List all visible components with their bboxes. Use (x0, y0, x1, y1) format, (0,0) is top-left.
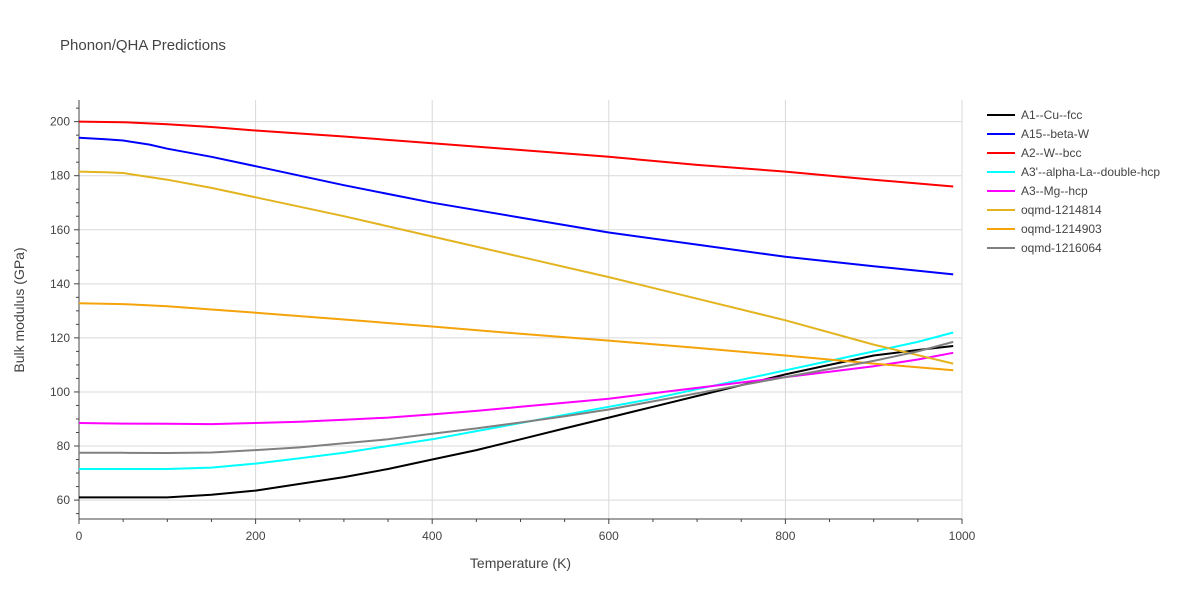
y-axis-title: Bulk modulus (GPa) (11, 247, 27, 372)
legend-label: A2--W--bcc (1021, 146, 1081, 160)
x-tick-label: 600 (599, 529, 619, 543)
legend-label: A15--beta-W (1021, 127, 1090, 141)
y-tick-label: 80 (57, 439, 71, 453)
y-tick-label: 200 (50, 115, 70, 129)
legend-item[interactable]: A3--Mg--hcp (987, 184, 1088, 198)
series-line (78, 136, 954, 276)
series-line (79, 331, 954, 470)
series-line (78, 302, 954, 372)
legend-label: oqmd-1214814 (1021, 203, 1102, 217)
legend-label: A3'--alpha-La--double-hcp (1021, 165, 1160, 179)
y-tick-label: 180 (50, 169, 70, 183)
y-tick-label: 120 (50, 331, 70, 345)
series-line (79, 340, 954, 454)
legend: A1--Cu--fcc A15--beta-W A2--W--bcc A3'--alp… (987, 108, 1160, 255)
y-tick-label: 60 (57, 493, 71, 507)
legend-label: A3--Mg--hcp (1021, 184, 1088, 198)
series-line (78, 351, 954, 426)
grid-layer (79, 100, 963, 519)
chart-title: Phonon/QHA Predictions (60, 37, 226, 54)
series-layer (78, 120, 954, 499)
y-tick-label: 100 (50, 385, 70, 399)
legend-item[interactable]: A2--W--bcc (987, 146, 1081, 160)
tick-layer: 0 200 400 600 800 1000 60 80 100 120 140 160 180 200 (50, 107, 976, 543)
legend-label: A1--Cu--fcc (1021, 108, 1082, 122)
legend-item[interactable]: A3'--alpha-La--double-hcp (987, 165, 1160, 179)
legend-label: oqmd-1216064 (1021, 241, 1102, 255)
series-line (79, 345, 954, 499)
x-tick-label: 400 (422, 529, 442, 543)
legend-item[interactable]: oqmd-1216064 (987, 241, 1102, 255)
x-tick-label: 0 (76, 529, 83, 543)
legend-item[interactable]: A15--beta-W (987, 127, 1090, 141)
legend-item[interactable]: oqmd-1214814 (987, 203, 1102, 217)
series-line (78, 120, 954, 188)
legend-label: oqmd-1214903 (1021, 222, 1102, 236)
series-line (78, 170, 954, 365)
x-tick-label: 800 (775, 529, 795, 543)
x-axis-title: Temperature (K) (470, 555, 571, 571)
y-tick-label: 140 (50, 277, 70, 291)
x-tick-label: 1000 (949, 529, 976, 543)
y-tick-label: 160 (50, 223, 70, 237)
legend-item[interactable]: oqmd-1214903 (987, 222, 1102, 236)
x-tick-label: 200 (246, 529, 266, 543)
legend-item[interactable]: A1--Cu--fcc (987, 108, 1082, 122)
